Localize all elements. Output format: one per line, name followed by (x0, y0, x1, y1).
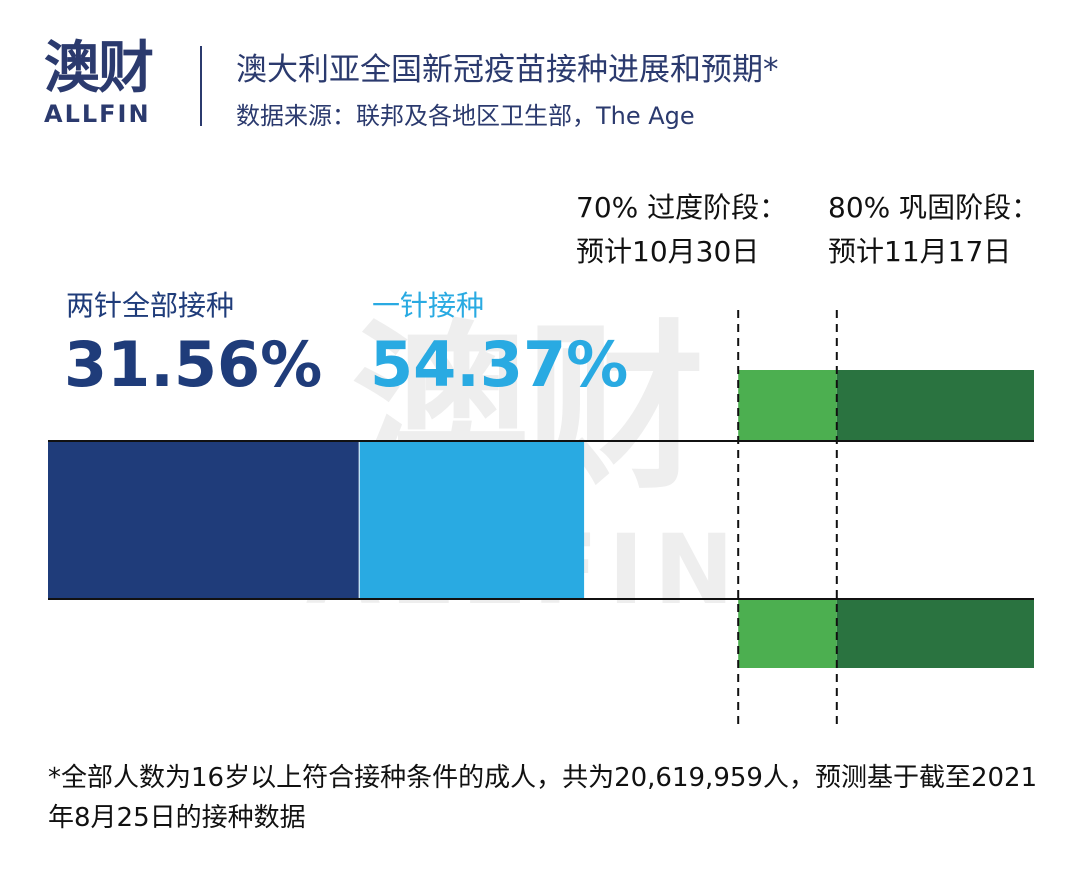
milestone-band-transition-1 (738, 599, 837, 668)
header-divider (200, 46, 202, 126)
allfin-logo: 澳财 ALLFIN (44, 36, 174, 129)
milestone-70-label: 70% 过度阶段： 预计10月30日 (576, 186, 787, 274)
logo-chinese: 澳财 (44, 36, 154, 101)
two-dose-value: 31.56% (64, 328, 323, 401)
two-dose-label: 两针全部接种 (66, 289, 235, 322)
milestone-band-consolidation-0 (836, 370, 1034, 441)
one-dose-label: 一针接种 (372, 289, 485, 322)
milestone-80-date: 预计11月17日 (828, 235, 1012, 268)
milestone-70-title: 70% 过度阶段： (576, 191, 788, 224)
milestone-80-title: 80% 巩固阶段： (828, 191, 1040, 224)
milestone-band-consolidation-1 (836, 599, 1034, 668)
chart-title: 澳大利亚全国新冠疫苗接种进展和预期* (236, 52, 779, 88)
milestone-70-date: 预计10月30日 (576, 235, 760, 268)
bar-two-dose (48, 441, 360, 599)
one-dose-value: 54.37% (370, 328, 629, 401)
footnote: *全部人数为16岁以上符合接种条件的成人，共为20,619,959人，预测基于截… (48, 763, 1038, 833)
logo-english: ALLFIN (44, 100, 151, 128)
milestone-80-label: 80% 巩固阶段： 预计11月17日 (828, 186, 1039, 274)
milestone-band-transition-0 (738, 370, 837, 441)
chart-subtitle: 数据来源：联邦及各地区卫生部，The Age (236, 102, 695, 130)
